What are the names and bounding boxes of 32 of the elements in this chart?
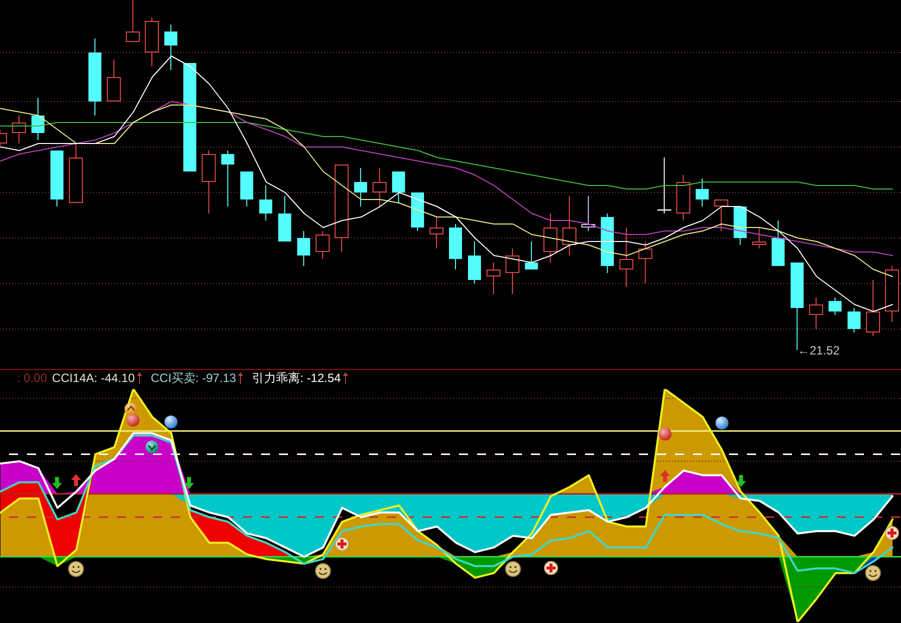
candlestick <box>504 248 519 294</box>
text: CCI14A: -44.10 <box>52 371 135 385</box>
candlestick <box>11 115 26 144</box>
candlestick <box>486 262 500 294</box>
candlestick <box>695 178 708 207</box>
text: 引力乖离: -12.54 <box>252 371 341 385</box>
candlestick <box>562 196 576 256</box>
candlestick <box>656 157 672 214</box>
candlestick <box>714 199 728 232</box>
candlestick <box>296 230 310 266</box>
candlestick <box>808 297 823 330</box>
text: CCI买卖: -97.13 <box>150 371 236 385</box>
candlestick <box>752 227 766 249</box>
annotation: ←21.52 <box>797 343 840 358</box>
candlestick <box>847 308 860 333</box>
candlestick <box>354 168 367 207</box>
candlestick <box>618 227 633 288</box>
candlestick <box>164 24 177 70</box>
candlestick <box>106 59 120 102</box>
text: : 0.00 <box>17 371 48 385</box>
candlestick <box>866 280 880 336</box>
candlestick <box>258 185 272 221</box>
candlestick <box>315 230 330 260</box>
candlestick <box>542 213 557 263</box>
candlestick <box>524 241 538 270</box>
candlestick <box>30 98 44 140</box>
candlestick <box>392 171 405 204</box>
candlestick <box>828 297 842 316</box>
candlestick <box>220 150 234 207</box>
candlestick <box>372 168 386 207</box>
candlestick <box>429 216 444 249</box>
candlestick <box>638 241 652 284</box>
